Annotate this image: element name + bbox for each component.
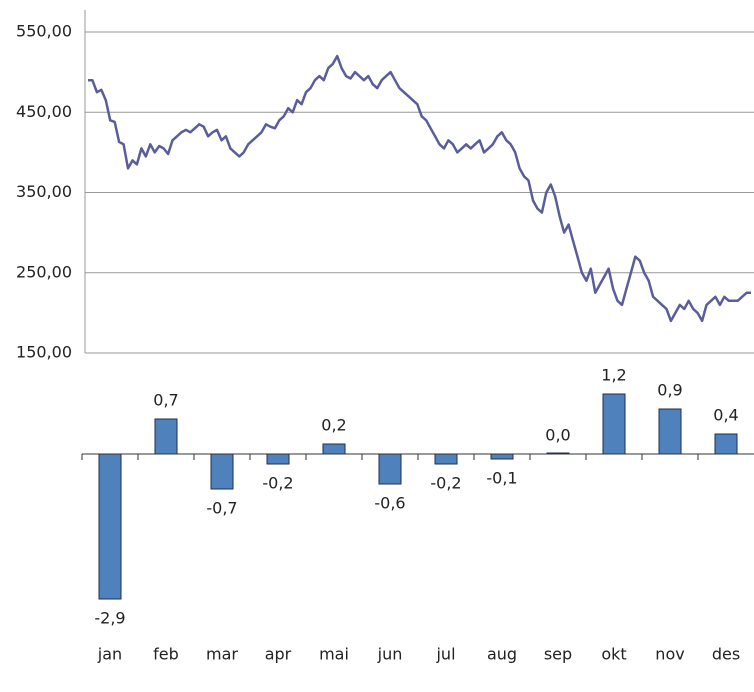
x-tick-label: nov [655, 645, 684, 664]
bar [490, 453, 514, 460]
y-tick-label: 450,00 [16, 102, 72, 121]
bar [322, 443, 346, 455]
bar [98, 453, 122, 600]
value-label: 0,7 [153, 391, 178, 410]
bar [154, 418, 178, 455]
x-tick-label: mar [206, 645, 238, 664]
value-label: -0,6 [374, 494, 405, 513]
value-label: 1,2 [601, 366, 626, 385]
x-tick-label: des [712, 645, 740, 664]
bar [602, 393, 626, 455]
x-tick-label: feb [153, 645, 179, 664]
value-label: -0,2 [430, 474, 461, 493]
x-tick-label: apr [265, 645, 292, 664]
value-label: -0,2 [262, 474, 293, 493]
value-label: 0,2 [321, 416, 346, 435]
value-label: 0,4 [713, 406, 738, 425]
x-tick-label: mai [319, 645, 349, 664]
x-tick-label: jun [377, 645, 403, 664]
value-label: -0,7 [206, 499, 237, 518]
y-tick-label: 250,00 [16, 262, 72, 281]
bar [434, 453, 458, 465]
x-tick-label: jan [97, 645, 122, 664]
value-label: -2,9 [94, 609, 125, 628]
bar [266, 453, 290, 465]
bar [210, 453, 234, 490]
price-line [88, 54, 751, 323]
value-label: 0,0 [545, 426, 570, 445]
x-tick-label: jul [435, 645, 455, 664]
y-tick-label: 550,00 [16, 22, 72, 41]
value-label: 0,9 [657, 381, 682, 400]
x-tick-label: aug [487, 645, 517, 664]
y-tick-label: 150,00 [16, 343, 72, 362]
bar [658, 408, 682, 455]
bar [378, 453, 402, 485]
y-tick-label: 350,00 [16, 182, 72, 201]
x-tick-label: sep [544, 645, 572, 664]
x-tick-label: okt [601, 645, 626, 664]
value-label: -0,1 [486, 469, 517, 488]
bar [714, 433, 738, 455]
